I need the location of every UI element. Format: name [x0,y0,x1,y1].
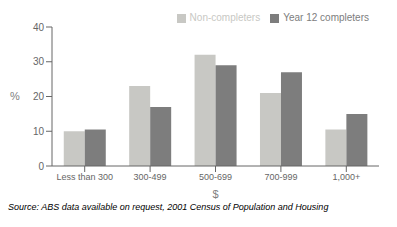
svg-text:700-999: 700-999 [264,172,297,182]
html-text:Year 12 completers: Year 12 completers [283,12,369,23]
svg-text:Less than 300: Less than 300 [56,172,113,182]
html-text:Non-completers: Non-completers [189,12,261,23]
svg-text:%: % [10,90,20,102]
svg-text:500-699: 500-699 [199,172,232,182]
svg-text:0: 0 [38,161,44,172]
svg-text:30: 30 [33,56,45,67]
svg-text:20: 20 [33,91,45,102]
svg-text:300-499: 300-499 [134,172,167,182]
html-text:Source: ABS data available on: Source: ABS data available on request, 2… [8,202,329,212]
svg-text:10: 10 [33,126,45,137]
svg-text:40: 40 [33,22,45,33]
svg-text:1,000+: 1,000+ [332,172,360,182]
svg-text:$: $ [212,188,218,200]
